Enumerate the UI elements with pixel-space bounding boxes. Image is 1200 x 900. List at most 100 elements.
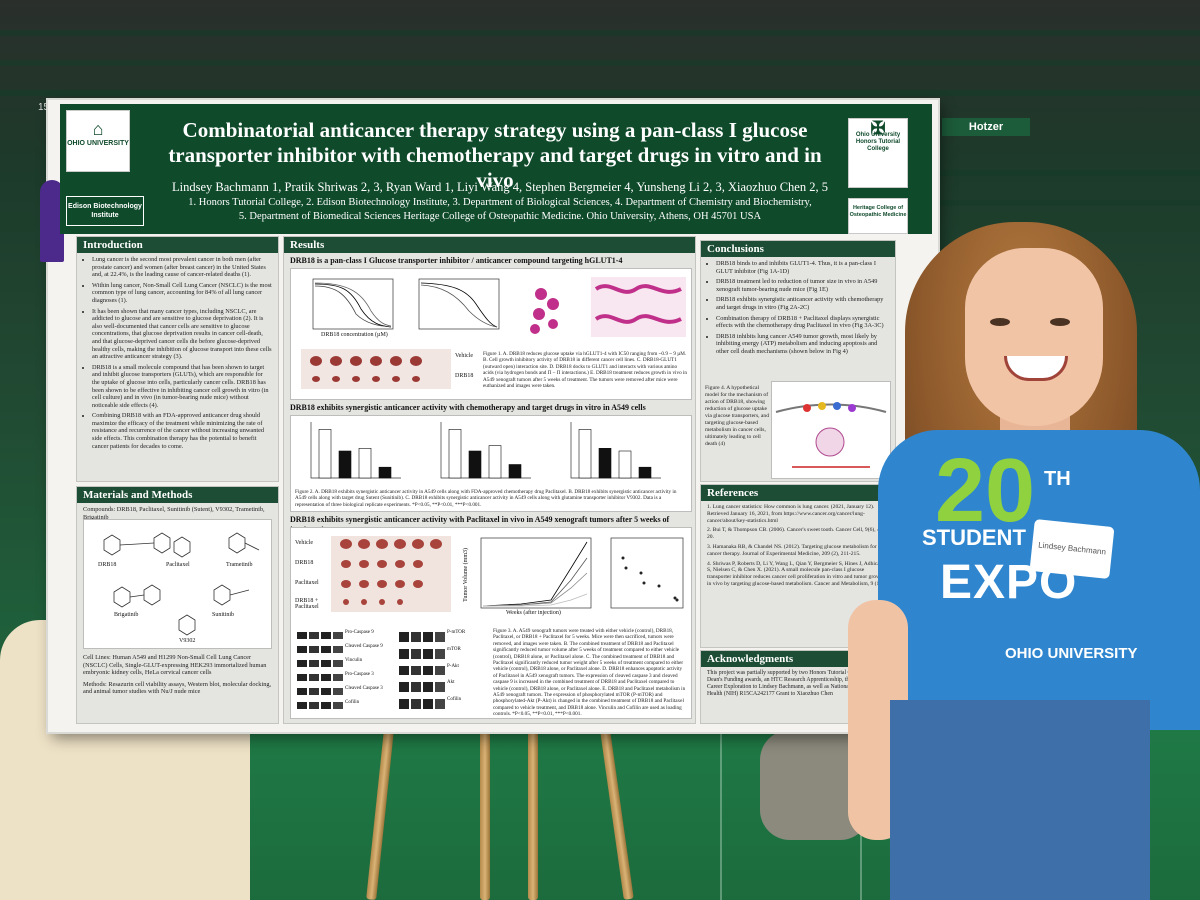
- references-list: 1. Lung cancer statistics: How common is…: [707, 504, 889, 588]
- blot-label: mTOR: [447, 646, 461, 652]
- figure2-graphics: [310, 422, 661, 479]
- conclusion-bullet: Combination therapy of DRB18 + Paclitaxe…: [716, 315, 889, 330]
- blot-band: [399, 632, 445, 642]
- figure2-bar: [468, 450, 482, 479]
- figure1-graphics: [301, 277, 686, 389]
- materials-section: Materials and Methods Compounds: DRB18, …: [76, 486, 279, 724]
- figure2-bar: [488, 445, 502, 479]
- shirt-text-student: STUDENT: [922, 525, 1026, 550]
- figure2-bar: [578, 429, 592, 479]
- chemical-structures: DRB18 Paclitaxel Trametinib Brigatinib S…: [83, 519, 272, 649]
- figure2-bar: [448, 429, 462, 479]
- section-heading: Materials and Methods: [77, 487, 278, 503]
- figure2-bar: [378, 466, 392, 479]
- section-heading: Conclusions: [701, 241, 895, 257]
- section-heading: Introduction: [77, 237, 278, 253]
- blot-label: Cofilin: [345, 700, 360, 705]
- blot-label: Cleaved Caspase 9: [345, 644, 383, 649]
- introduction-section: Introduction Lung cancer is the second m…: [76, 236, 279, 482]
- smile: [1004, 356, 1068, 381]
- figure2-panel: Figure 2. A. DRB18 exhibits synergistic …: [290, 415, 692, 512]
- name-tag: Lindsey Bachmann: [1029, 518, 1115, 580]
- conclusion-bullet: DRB18 exhibits synergistic anticancer ac…: [716, 296, 889, 311]
- blot-label: Pro-Caspase 9: [345, 630, 374, 635]
- axis-label: DRB18 concentration (µM): [321, 332, 388, 338]
- poster-authors: Lindsey Bachmann 1, Pratik Shriwas 2, 3,…: [172, 180, 828, 194]
- figure2-bar: [318, 429, 332, 479]
- introduction-list: Lung cancer is the second most prevalent…: [83, 256, 272, 450]
- reference-item: 4. Shriwas P, Roberts D, Li Y, Wang L, Q…: [707, 560, 886, 587]
- western-blot-left: Pro-Caspase 9 Cleaved Caspase 9 Vinculin Pr…: [297, 630, 393, 714]
- blot-band: [297, 688, 343, 695]
- structure-label: DRB18: [98, 562, 117, 568]
- edison-institute-logo: Edison Biotechnology Institute: [66, 196, 144, 226]
- group-label: Vehicle: [295, 540, 313, 546]
- person-face: [965, 248, 1103, 426]
- figure2-bar: [358, 447, 372, 479]
- reference-item: 2. Bui T, & Thompson CB. (2006). Cancer'…: [707, 527, 888, 541]
- conclusion-bullet: DRB18 binds to and inhibits GLUT1-4. Thu…: [716, 260, 889, 275]
- figure2-bar: [618, 450, 632, 479]
- ohio-university-logo: ⌂ OHIO UNIVERSITY: [66, 110, 130, 172]
- jeans: [890, 700, 1150, 900]
- blot-label: Cofilin: [447, 697, 462, 703]
- blot-label: P-Akt: [447, 663, 459, 669]
- structure-label: Brigatinib: [114, 612, 139, 618]
- blot-band: [297, 632, 343, 639]
- shirt-text-university: OHIO UNIVERSITY: [1005, 645, 1138, 662]
- figure2-title: DRB18 exhibits synergistic anticancer ac…: [290, 403, 646, 412]
- conclusions-section: Conclusions DRB18 binds to and inhibits …: [700, 240, 896, 482]
- blot-label: Cleaved Caspase 3: [345, 686, 383, 691]
- figure3-caption: Figure 3. A. A549 xenograft tumors were …: [493, 628, 686, 716]
- blot-band: [399, 699, 445, 709]
- figure1-caption: Figure 1. A. DRB18 reduces glucose uptak…: [483, 351, 687, 390]
- shirt-superscript: TH: [1044, 468, 1071, 490]
- figure3-graphics: [331, 536, 684, 612]
- conclusion-bullet: DRB18 inhibits lung cancer A549 tumor gr…: [716, 333, 889, 356]
- introduction-bullet: Lung cancer is the second most prevalent…: [92, 256, 272, 279]
- blot-band: [297, 646, 343, 653]
- structure-label: Trametinib: [226, 562, 253, 568]
- conclusions-list: DRB18 binds to and inhibits GLUT1-4. Thu…: [707, 260, 889, 356]
- easel-leg: [480, 730, 490, 900]
- blot-label: Vinculin: [345, 658, 363, 663]
- figure2-bar: [598, 447, 612, 479]
- easel-leg: [528, 730, 538, 900]
- blot-band: [399, 682, 445, 693]
- honors-college-logo: ✠ Ohio University Honors Tutorial Colleg…: [848, 118, 908, 188]
- section-heading: Acknowledgments: [701, 651, 895, 667]
- affiliation-line: 5. Department of Biomedical Sciences Her…: [238, 211, 762, 222]
- eye: [1050, 318, 1070, 326]
- compounds-text: Compounds: DRB18, Paclitaxel, Sunitinib …: [83, 506, 265, 521]
- reference-item: 1. Lung cancer statistics: How common is…: [707, 504, 875, 524]
- introduction-bullet: Within lung cancer, Non-Small Cell Lung …: [92, 282, 272, 305]
- figure3-panel: Vehicle DRB18 Paclitaxel DRB18 + Paclita…: [290, 527, 692, 719]
- blot-label: Pro-Caspase 3: [345, 672, 374, 677]
- poster-title: Combinatorial anticancer therapy strateg…: [168, 118, 822, 192]
- figure1-panel: DRB18 concentration (µM) Vehicle DRB18 F…: [290, 268, 692, 400]
- reference-item: 3. Hamanaka RB, & Chandel NS. (2012). Ta…: [707, 543, 877, 557]
- blot-band: [399, 648, 445, 659]
- section-heading: Results: [284, 237, 695, 253]
- axis-label: Weeks (after injection): [506, 610, 561, 616]
- blot-label: P-mTOR: [447, 630, 466, 635]
- blot-band: [297, 674, 343, 681]
- figure4-diagram: [771, 381, 891, 479]
- cell-lines-text: Cell Lines: Human A549 and H1299 Non-Sma…: [83, 654, 267, 677]
- booth-number: 151: [38, 102, 55, 113]
- axis-label: Tumor Volume (mm3): [463, 548, 469, 602]
- figure2-bar: [338, 450, 352, 479]
- arena-sign: Hotzer: [942, 118, 1030, 136]
- figure2-bar: [638, 466, 652, 479]
- mechanism-diagram: [775, 402, 887, 468]
- group-label: DRB18: [455, 373, 474, 379]
- eye: [990, 318, 1010, 326]
- blot-band: [297, 702, 343, 709]
- shirt-number: 20: [935, 441, 1036, 541]
- introduction-bullet: DRB18 is a small molecule compound that …: [92, 364, 272, 410]
- blot-label: Akt: [447, 680, 455, 686]
- figure4-caption: Figure 4. A hypothetical model for the m…: [705, 385, 769, 447]
- group-label: Vehicle: [455, 353, 473, 359]
- heritage-college-logo: Heritage College of Osteopathic Medicine: [848, 198, 908, 234]
- structure-label: V9302: [179, 638, 196, 644]
